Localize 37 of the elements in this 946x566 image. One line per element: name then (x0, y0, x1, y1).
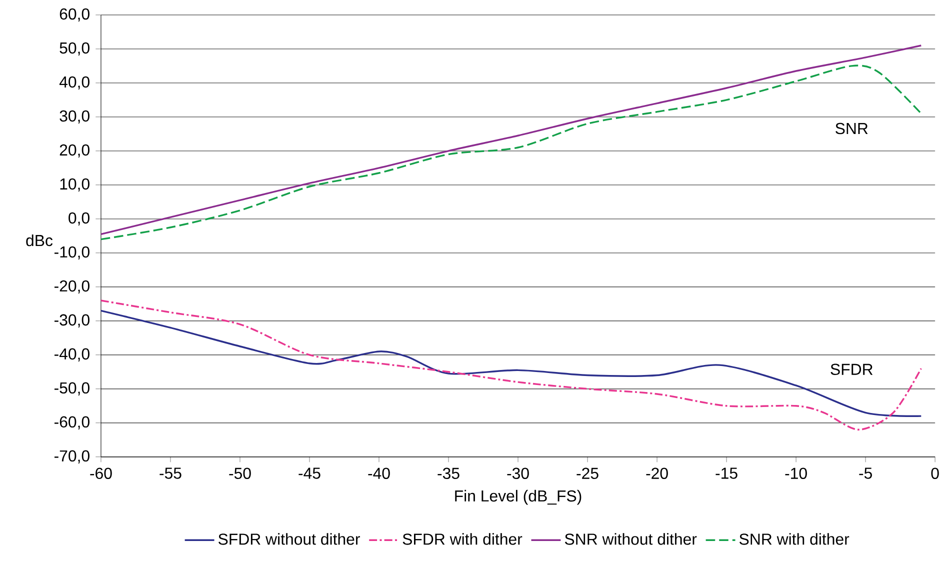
y-tick-label: 30,0 (60, 110, 90, 124)
x-tick-label: -5 (859, 468, 872, 479)
y-tick-label: -50,0 (54, 382, 90, 396)
legend-label: SFDR with dither (402, 532, 522, 545)
y-tick-label: -10,0 (54, 246, 90, 260)
x-tick-label: -55 (160, 468, 182, 479)
line-series (100, 310, 922, 417)
y-tick-label: -30,0 (54, 314, 90, 328)
x-tick-label: -50 (229, 468, 251, 479)
x-tick-label: -30 (507, 468, 529, 479)
y-tick-label: 0,0 (68, 212, 90, 226)
x-tick-label: -40 (368, 468, 390, 479)
annotation: SFDR (830, 364, 873, 375)
x-tick-label: -45 (298, 468, 320, 479)
line-series (100, 299, 922, 430)
x-tick-label: -25 (576, 468, 598, 479)
x-tick-label: -10 (785, 468, 807, 479)
legend-label: SNR with dither (740, 532, 850, 545)
y-tick-label: -40,0 (54, 348, 90, 362)
y-tick-label: 10,0 (60, 178, 90, 192)
y-tick-label: -20,0 (54, 280, 90, 294)
x-tick-label: 0 (931, 468, 939, 479)
annotation: SNR (836, 122, 868, 134)
y-tick-label: -60,0 (54, 416, 90, 430)
x-tick-label: -20 (646, 468, 668, 479)
x-tick-label: -15 (716, 468, 738, 479)
y-tick-label: 60,0 (60, 8, 90, 22)
legend-label: SNR without dither (564, 532, 697, 545)
y-tick-label: 40,0 (59, 76, 90, 90)
y-tick-label: 50,0 (60, 42, 90, 56)
x-tick-label: -60 (90, 468, 112, 479)
y-tick-label: -70,0 (54, 450, 90, 464)
x-tick-label: -35 (438, 468, 460, 479)
y-tick-label: 20,0 (60, 144, 90, 158)
x-axis-title: Fin Level (dB_FS) (455, 490, 582, 505)
y-axis-title: dBc (26, 234, 53, 246)
legend-label: SFDR without dither (218, 532, 360, 545)
